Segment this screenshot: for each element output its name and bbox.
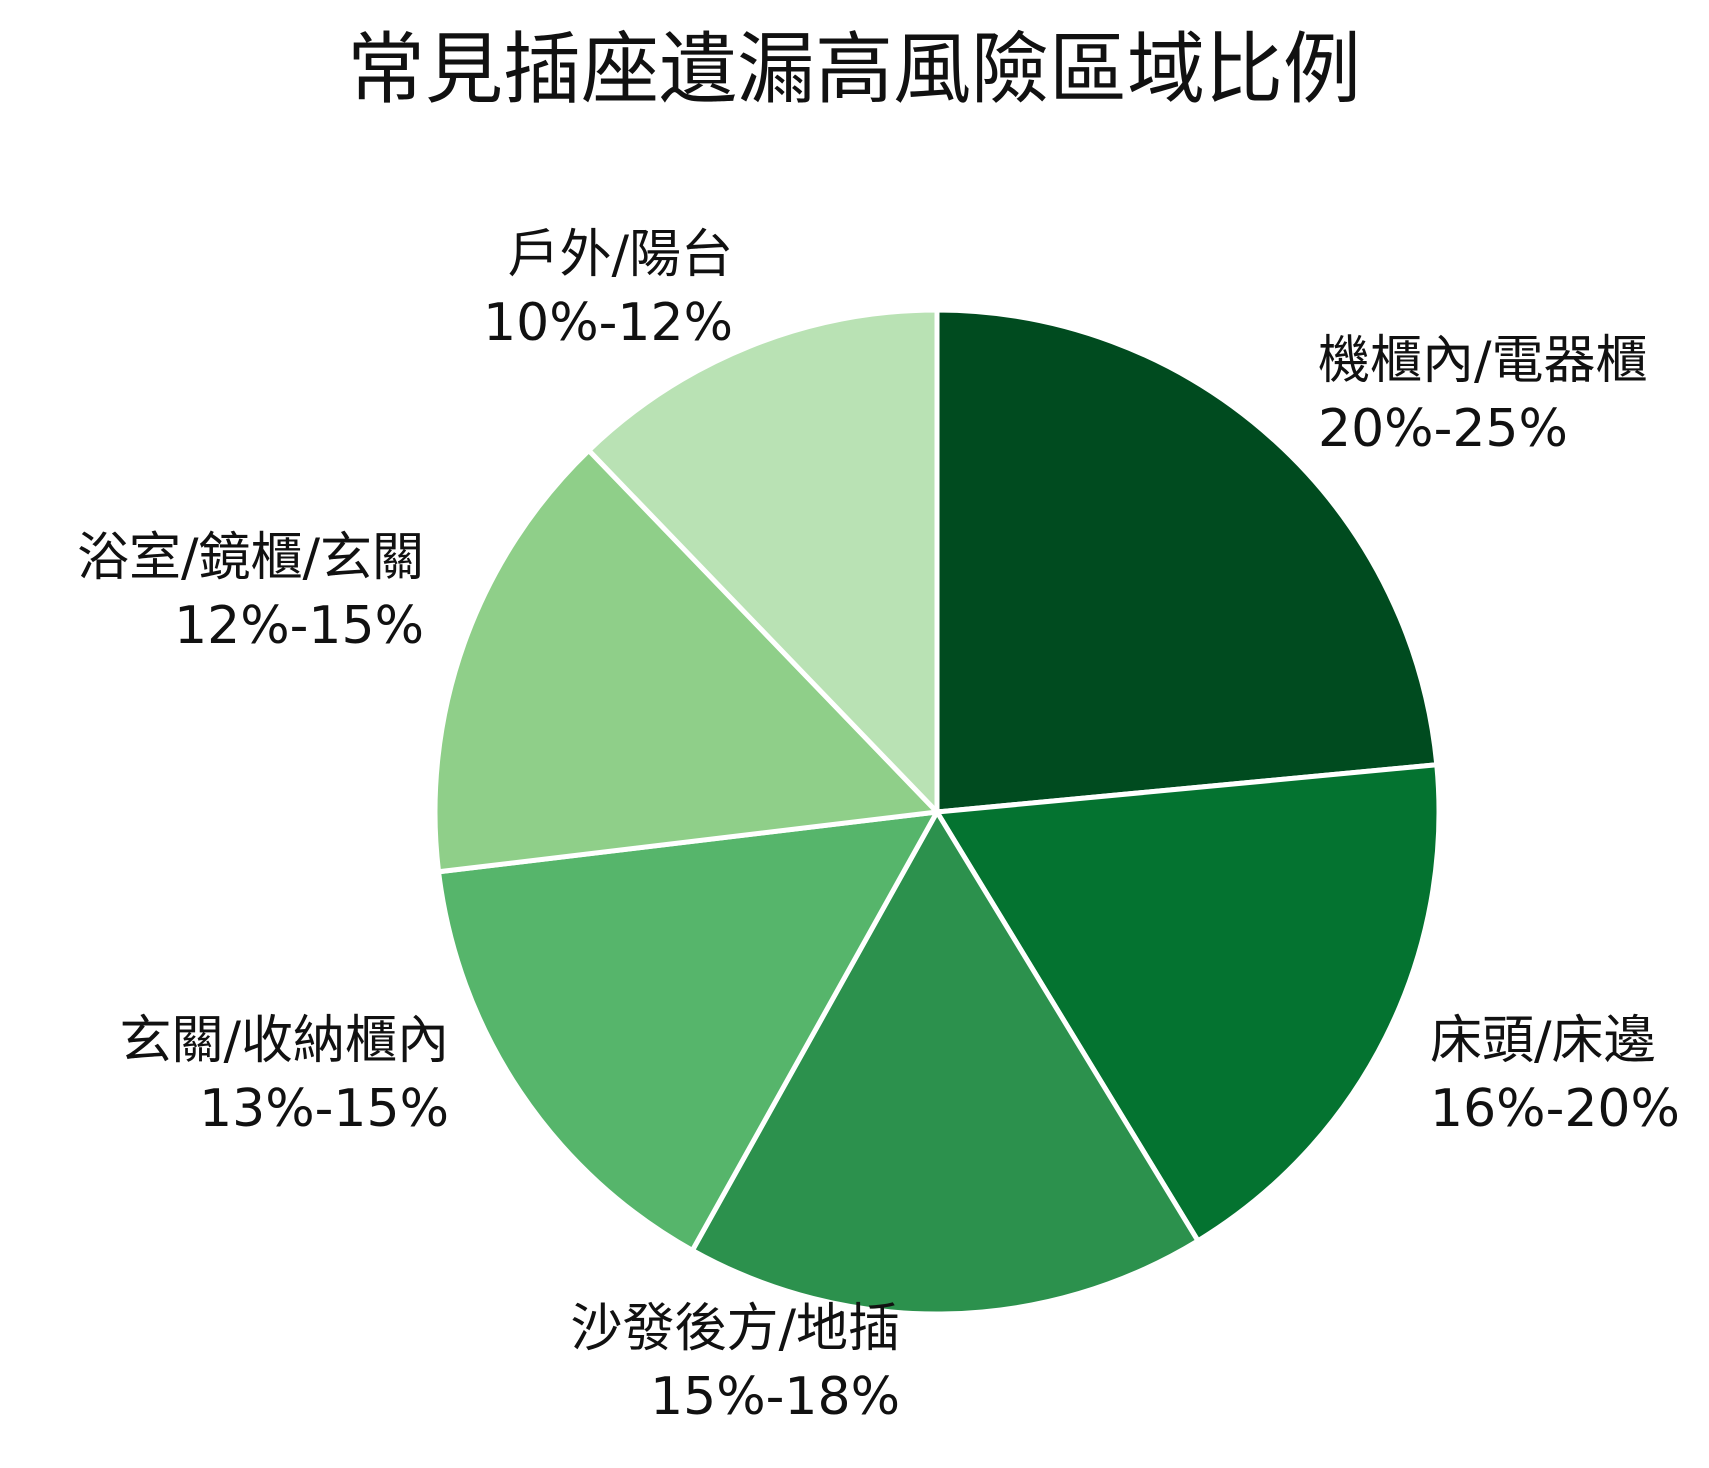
slice-label-5: 浴室/鏡櫃/玄關 [77, 528, 424, 588]
slice-label-1: 機櫃內/電器櫃 [1318, 331, 1648, 391]
pie-labels: 機櫃內/電器櫃 20%-25% 床頭/床邊 16%-20% 沙發後方/地插 15%-18%… [77, 225, 1680, 1427]
pie-slice-3 [688, 807, 1202, 1317]
chart-title: 常見插座遺漏高風險區域比例 [347, 25, 1361, 115]
slice-range-1: 20%-25% [1318, 399, 1568, 459]
slice-range-4: 13%-15% [199, 1079, 449, 1139]
slice-label-2: 床頭/床邊 [1430, 1011, 1656, 1071]
pie-slice-1 [934, 307, 1440, 815]
slice-range-3: 15%-18% [650, 1367, 900, 1427]
pie-slice-2 [932, 762, 1442, 1245]
slice-label-6: 戶外/陽台 [507, 225, 733, 285]
slice-label-3: 沙發後方/地插 [570, 1299, 900, 1359]
pie-slice-5 [432, 446, 943, 875]
pie-slice-4 [435, 808, 942, 1254]
slice-range-5: 12%-15% [174, 596, 424, 656]
pie-slice-6 [585, 307, 940, 819]
pie-slices [432, 307, 1442, 1317]
slice-range-6: 10%-12% [483, 293, 733, 353]
slice-label-4: 玄關/收納櫃內 [119, 1011, 449, 1071]
slice-range-2: 16%-20% [1430, 1079, 1680, 1139]
